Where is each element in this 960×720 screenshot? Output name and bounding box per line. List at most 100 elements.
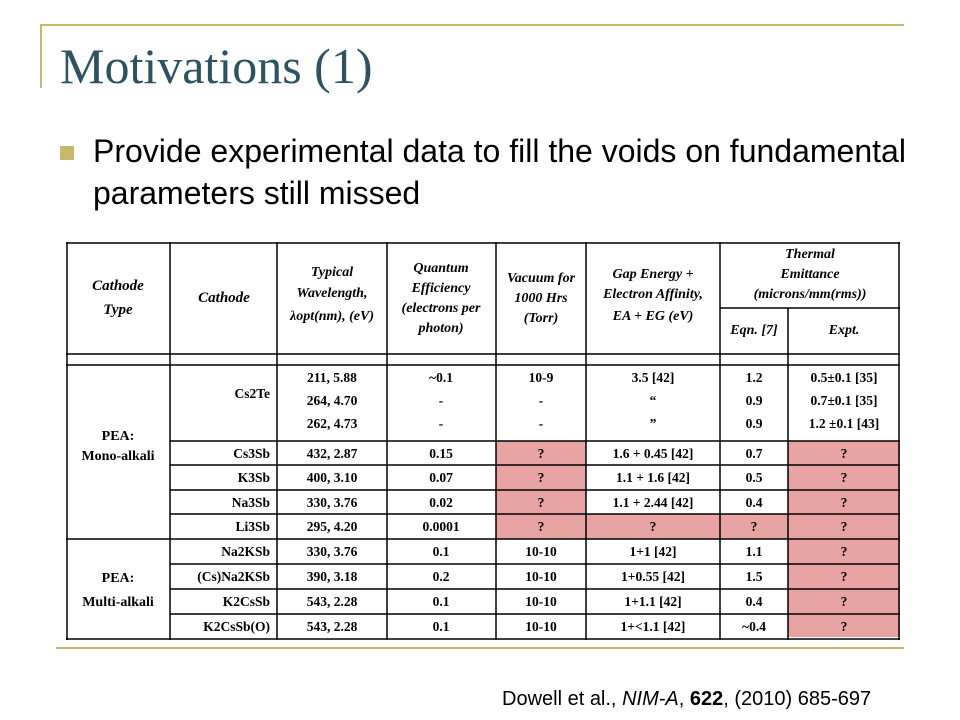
header-gap-line3: EA + EG (eV): [612, 309, 694, 324]
group-label-multi-line1: PEA:: [102, 571, 135, 586]
cs2te-gap-1: 3.5 [42]: [632, 370, 675, 385]
citation-sep: ,: [678, 688, 690, 710]
header-wavelength-line2: Wavelength,: [297, 286, 368, 301]
cs2te-qe-3: -: [439, 416, 444, 431]
row-2-expt-cell: ?: [841, 470, 848, 485]
citation: Dowell et al., NIM-A, 622, (2010) 685-69…: [502, 686, 942, 712]
cs2te-gap-2: “: [650, 393, 657, 408]
row-6-expt-cell: ?: [841, 569, 848, 584]
cs2te-eqn-3: 0.9: [746, 416, 763, 431]
header-type-line2: Type: [103, 302, 133, 318]
table-grid: [66, 242, 900, 640]
header-emittance-line2: Emittance: [779, 267, 839, 282]
row-4-eqn-cell: ?: [751, 519, 758, 534]
row-6-qe-cell: 0.2: [433, 569, 450, 584]
cs2te-eqn-2: 0.9: [746, 393, 763, 408]
row-3-wavelength-cell: 330, 3.76: [307, 495, 358, 510]
table-header: Cathode Type Cathode Typical Wavelength,…: [92, 247, 866, 338]
row-8-gap-cell: 1+<1.1 [42]: [621, 619, 686, 634]
row-5-cathode-cell: Na2KSb: [221, 544, 270, 559]
row-2-gap-cell: 1.1 + 1.6 [42]: [616, 470, 690, 485]
group-label-mono-line2: Mono-alkali: [81, 449, 154, 464]
row-7-vacuum-cell: 10-10: [525, 594, 557, 609]
group-label-multi-line2: Multi-alkali: [82, 595, 154, 610]
row-8-wavelength-cell: 543, 2.28: [307, 619, 358, 634]
slide-frame-left-line: [40, 24, 42, 88]
row-7-expt-cell: ?: [841, 594, 848, 609]
cs2te-wavelength-1: 211, 5.88: [307, 370, 357, 385]
highlight-eqn-li3sb: [716, 514, 788, 539]
row-8-cathode-cell: K2CsSb(O): [203, 619, 270, 634]
header-qe-line4: photon): [417, 321, 463, 336]
row-3-cathode-cell: Na3Sb: [232, 495, 270, 510]
cs2te-expt-2: 0.7±0.1 [35]: [810, 393, 877, 408]
row-8-qe-cell: 0.1: [433, 619, 450, 634]
row-1-gap-cell: 1.6 + 0.45 [42]: [613, 446, 694, 461]
row-3-expt-cell: ?: [841, 495, 848, 510]
bullet-text: Provide experimental data to fill the vo…: [93, 133, 906, 211]
citation-rest: , (2010) 685-697: [723, 688, 872, 710]
row-4-vacuum-cell: ?: [538, 519, 545, 534]
row-5-eqn-cell: 1.1: [746, 544, 763, 559]
row-6-gap-cell: 1+0.55 [42]: [621, 569, 685, 584]
row-5-wavelength-cell: 330, 3.76: [307, 544, 358, 559]
row-7-wavelength-cell: 543, 2.28: [307, 594, 358, 609]
row-6-vacuum-cell: 10-10: [525, 569, 557, 584]
header-emittance-line1: Thermal: [785, 247, 835, 262]
row-4-qe-cell: 0.0001: [422, 519, 459, 534]
cs2te-vacuum-2: -: [539, 393, 544, 408]
row-8-vacuum-cell: 10-10: [525, 619, 557, 634]
header-wavelength-line1: Typical: [311, 265, 353, 280]
header-gap-line1: Gap Energy +: [612, 267, 693, 282]
row-7-qe-cell: 0.1: [433, 594, 450, 609]
group-labels: PEA: Mono-alkali PEA: Multi-alkali: [81, 429, 154, 610]
citation-volume: 622: [689, 688, 724, 710]
row-1-wavelength-cell: 432, 2.87: [307, 446, 358, 461]
row-7-gap-cell: 1+1.1 [42]: [624, 594, 681, 609]
cs2te-wavelength-2: 264, 4.70: [307, 393, 358, 408]
row-7-eqn-cell: 0.4: [746, 594, 763, 609]
header-cathode: Cathode: [198, 290, 250, 306]
citation-authors: Dowell et al.,: [502, 688, 623, 710]
cs2te-vacuum-1: 10-9: [529, 370, 554, 385]
cs2te-gap-3: ”: [650, 416, 657, 431]
row-4-gap-cell: ?: [650, 519, 657, 534]
row-8-expt-cell: ?: [841, 619, 848, 634]
row-8-eqn-cell: ~0.4: [742, 619, 766, 634]
header-gap-line2: Electron Affinity,: [602, 287, 703, 302]
cs2te-eqn-1: 1.2: [746, 370, 763, 385]
cs2te-vacuum-3: -: [539, 416, 544, 431]
square-bullet-icon: [60, 146, 74, 160]
data-rows: Cs3Sb 432, 2.87 0.15? 1.6 + 0.45 [42] 0.7 ? K3…: [197, 446, 847, 634]
cs2te-expt-3: 1.2 ±0.1 [43]: [809, 416, 879, 431]
cs2te-qe-1: ~0.1: [429, 370, 453, 385]
cs2te-wavelength-3: 262, 4.73: [307, 416, 358, 431]
row-2-qe-cell: 0.07: [429, 470, 453, 485]
row-6-eqn-cell: 1.5: [746, 569, 763, 584]
header-qe-line3: (electrons per: [402, 301, 481, 316]
cs2te-cathode: Cs2Te: [234, 386, 270, 401]
slide-frame-top-line: [40, 24, 904, 26]
header-qe-line1: Quantum: [413, 261, 468, 276]
cathode-parameters-table: Cathode Type Cathode Typical Wavelength,…: [66, 242, 900, 640]
row-4-expt-cell: ?: [841, 519, 848, 534]
header-expt: Expt.: [828, 323, 860, 338]
row-3-vacuum-cell: ?: [538, 495, 545, 510]
citation-journal: NIM-A: [622, 688, 679, 710]
row-3-eqn-cell: 0.4: [746, 495, 763, 510]
row-4-wavelength-cell: 295, 4.20: [307, 519, 358, 534]
row-3-qe-cell: 0.02: [429, 495, 453, 510]
row-1-expt-cell: ?: [841, 446, 848, 461]
row-6-cathode-cell: (Cs)Na2KSb: [197, 569, 270, 584]
header-vacuum-line3: (Torr): [524, 311, 559, 326]
header-qe-line2: Efficiency: [411, 281, 472, 296]
row-2-wavelength-cell: 400, 3.10: [307, 470, 358, 485]
cs2te-expt-1: 0.5±0.1 [35]: [810, 370, 877, 385]
row-1-qe-cell: 0.15: [429, 446, 453, 461]
header-eqn: Eqn. [7]: [729, 323, 778, 338]
row-2-eqn-cell: 0.5: [746, 470, 763, 485]
row-1-cathode-cell: Cs3Sb: [233, 446, 270, 461]
slide-frame-bottom-line: [56, 647, 904, 649]
cs2te-qe-2: -: [439, 393, 444, 408]
row-5-qe-cell: 0.1: [433, 544, 450, 559]
